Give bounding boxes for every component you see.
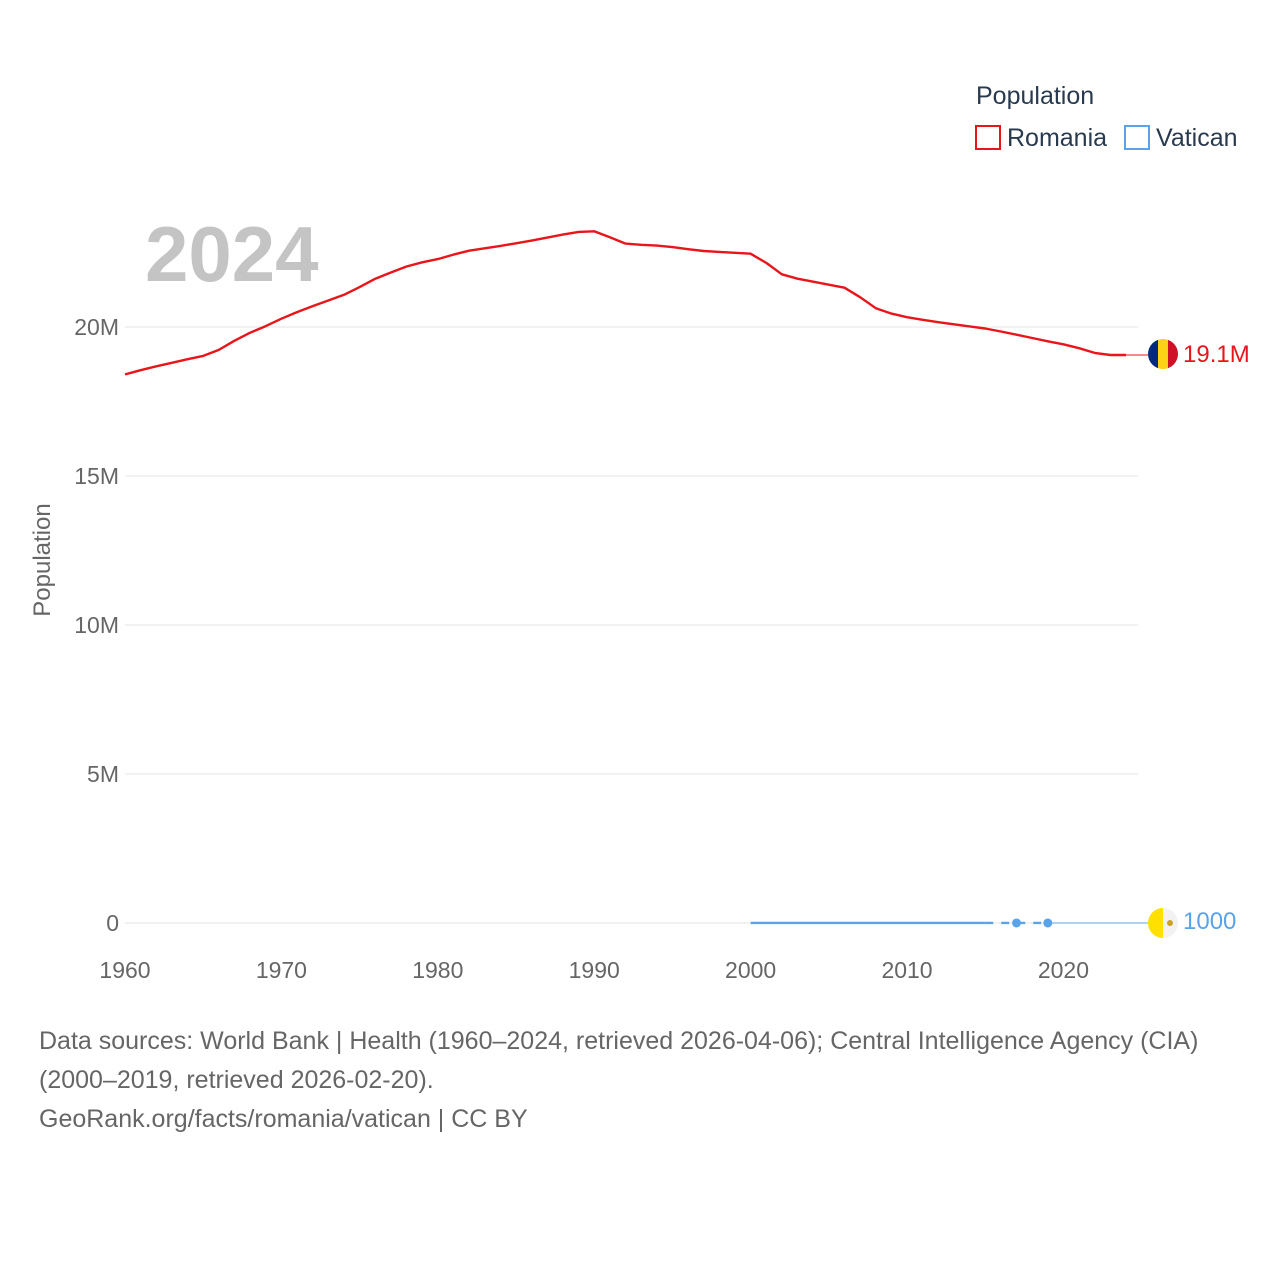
legend: Population Romania Vatican (975, 82, 1238, 152)
legend-swatch-romania (975, 125, 1001, 150)
gridlines (125, 326, 1138, 924)
legend-swatch-vatican (1124, 125, 1150, 150)
y-tick-label: 5M (87, 761, 119, 787)
romania-end-label: 19.1M (1183, 341, 1250, 368)
x-tick-label: 1980 (412, 957, 463, 983)
population-line-chart: 0 5M 10M 15M 20M 1960 1970 1980 1990 2000 2010 202… (29, 82, 1250, 983)
x-tick-label: 1970 (256, 957, 307, 983)
vatican-end-label: 1000 (1183, 908, 1236, 935)
legend-item-vatican[interactable]: Vatican (1124, 124, 1238, 152)
x-tick-label: 2010 (881, 957, 932, 983)
vatican-flag-icon (1148, 908, 1178, 938)
series-layer (124, 230, 1148, 928)
footer: Data sources: World Bank | Health (1960–… (39, 1022, 1249, 1139)
y-tick-label: 10M (74, 612, 119, 638)
data-sources-text: Data sources: World Bank | Health (1960–… (39, 1027, 1199, 1094)
legend-label-romania: Romania (1007, 124, 1107, 152)
x-tick-label: 1990 (569, 957, 620, 983)
y-tick-label: 20M (74, 314, 119, 340)
credit-link[interactable]: GeoRank.org/facts/romania/vatican | CC B… (39, 1105, 528, 1133)
vatican-point-marker (1043, 918, 1053, 928)
y-axis: 0 5M 10M 15M 20M (74, 314, 119, 936)
x-tick-label: 2000 (725, 957, 776, 983)
vatican-point-marker (1012, 918, 1022, 928)
x-tick-label: 1960 (99, 957, 150, 983)
x-axis: 1960 1970 1980 1990 2000 2010 2020 (99, 957, 1089, 983)
legend-label-vatican: Vatican (1156, 124, 1238, 152)
legend-title: Population (976, 82, 1094, 110)
romania-flag-icon (1148, 339, 1178, 369)
y-tick-label: 0 (106, 910, 119, 936)
y-tick-label: 15M (74, 463, 119, 489)
x-tick-label: 2020 (1038, 957, 1089, 983)
legend-item-romania[interactable]: Romania (975, 124, 1107, 152)
year-label: 2024 (145, 210, 319, 298)
series-line-romania (124, 230, 1126, 376)
y-axis-label: Population (29, 503, 56, 616)
